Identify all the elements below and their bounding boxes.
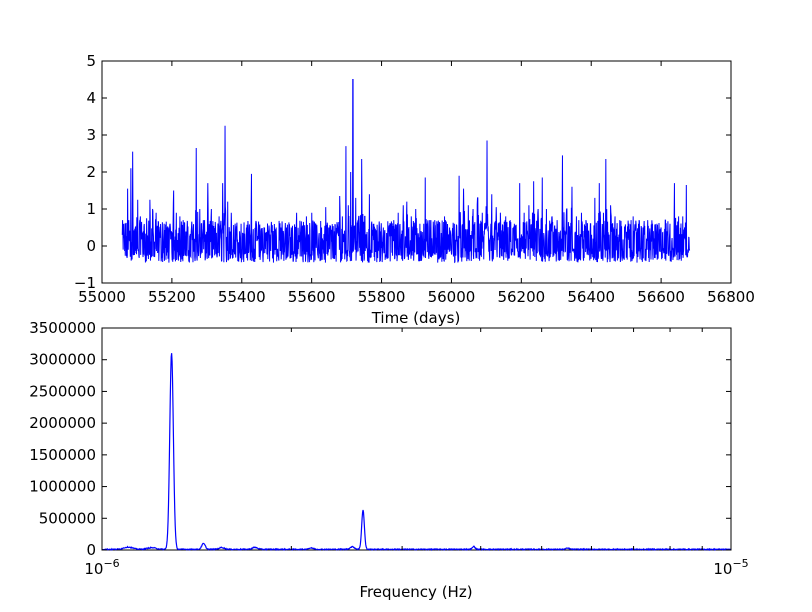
- time-x-tick-label: 55000: [78, 288, 126, 306]
- freq-y-tick-label: 1500000: [29, 446, 96, 464]
- time-series-panel: 55000 55200 55400 55600 55800 56000 56200 56400…: [74, 52, 755, 327]
- power-spectrum-panel: 10−6 10−5 0 500000 1000000 1500000 2000000 250…: [29, 319, 748, 601]
- power-spectrum-x-ticks: 10−6 10−5: [84, 328, 749, 578]
- time-x-tick-label: 56400: [567, 288, 615, 306]
- time-series-line: [121, 79, 691, 264]
- time-x-tick-label: 56200: [497, 288, 545, 306]
- time-y-tick-label: 4: [86, 89, 96, 107]
- power-spectrum-line: [101, 353, 732, 552]
- freq-y-tick-label: 0: [86, 541, 96, 559]
- time-x-tick-label: 56000: [428, 288, 476, 306]
- freq-y-tick-label: 500000: [39, 509, 96, 527]
- freq-y-tick-label: 3500000: [29, 319, 96, 337]
- freq-y-tick-label: 3000000: [29, 351, 96, 369]
- power-spectrum-x-axis-label: Frequency (Hz): [359, 583, 472, 601]
- time-series-x-ticks: 55000 55200 55400 55600 55800 56000 56200 56400…: [78, 61, 755, 306]
- freq-y-tick-label: 2000000: [29, 414, 96, 432]
- time-y-tick-label: 2: [86, 163, 96, 181]
- time-x-tick-label: 56600: [637, 288, 685, 306]
- power-spectrum-plot-area: [101, 353, 732, 552]
- time-y-tick-label: 3: [86, 126, 96, 144]
- time-series-x-axis-label: Time (days): [371, 309, 461, 327]
- freq-x-tick-label: 10−5: [713, 557, 748, 578]
- power-spectrum-axes-frame: [101, 327, 732, 551]
- freq-x-tick-label: 10−6: [84, 557, 119, 578]
- time-x-tick-label: 55800: [358, 288, 406, 306]
- time-series-y-ticks: −1 0 1 2 3 4 5: [74, 52, 731, 292]
- time-x-tick-label: 56800: [707, 288, 755, 306]
- time-y-tick-label: 0: [86, 237, 96, 255]
- time-y-tick-label: −1: [74, 274, 96, 292]
- freq-y-tick-label: 2500000: [29, 382, 96, 400]
- freq-y-tick-label: 1000000: [29, 478, 96, 496]
- time-series-plot-area: [121, 79, 691, 264]
- time-x-tick-label: 55600: [288, 288, 336, 306]
- time-y-tick-label: 5: [86, 52, 96, 70]
- power-spectrum-y-ticks: 0 500000 1000000 1500000 2000000 2500000 30000…: [29, 319, 731, 559]
- time-y-tick-label: 1: [86, 200, 96, 218]
- time-x-tick-label: 55200: [148, 288, 196, 306]
- time-x-tick-label: 55400: [218, 288, 266, 306]
